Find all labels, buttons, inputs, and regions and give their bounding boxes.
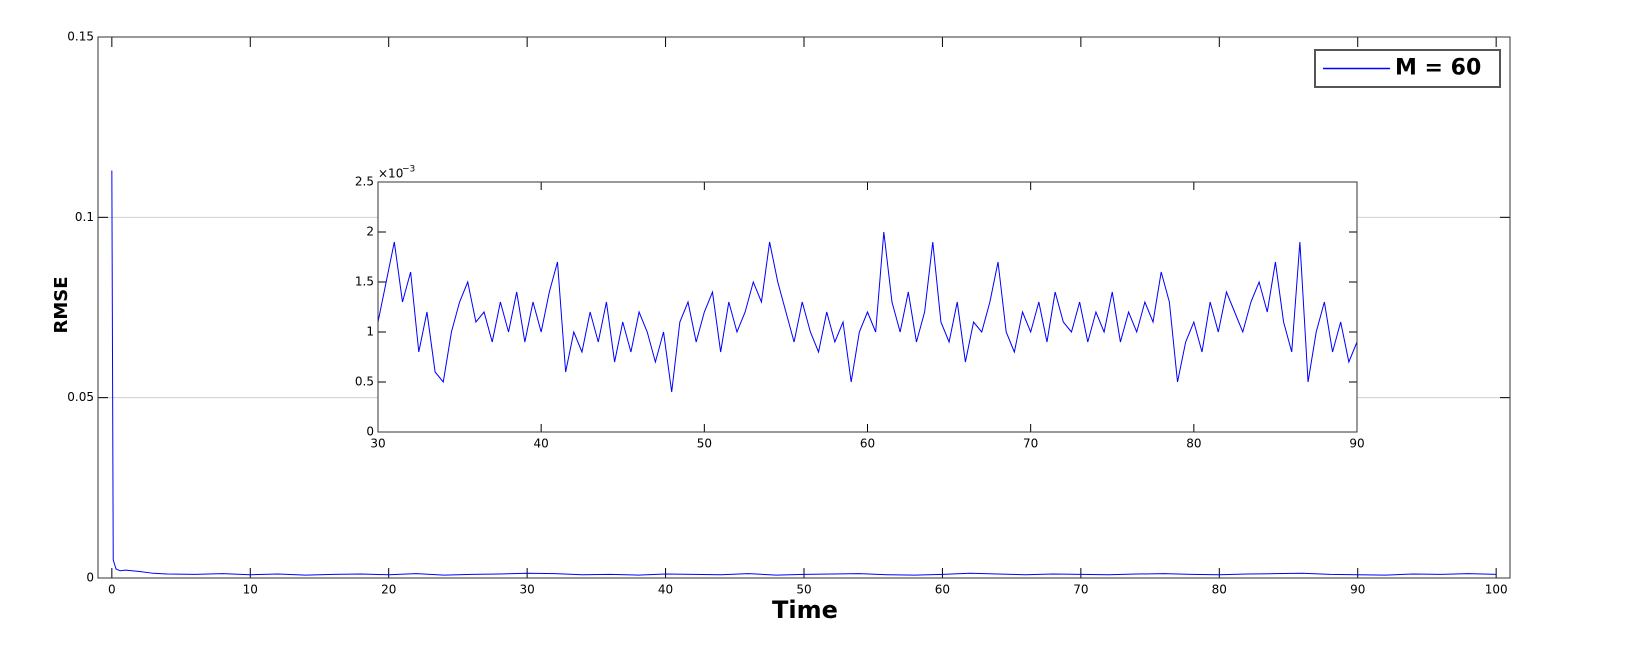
legend-label: M = 60 [1395,56,1481,81]
x-tick-label: 80 [1186,437,1201,451]
x-tick-label: 50 [796,583,811,597]
x-tick-label: 90 [1349,437,1364,451]
x-tick-label: 10 [243,583,258,597]
axes-frame [97,36,1511,579]
x-tick-label: 70 [1073,583,1088,597]
y-tick-label: 0 [86,571,94,585]
y-axis-label: RMSE [51,276,72,333]
data-line [377,231,1358,393]
y-tick-label: 0 [366,425,374,439]
x-tick-label: 30 [519,583,534,597]
axes-frame [377,181,1358,433]
y-tick-label: 0.05 [67,390,94,404]
x-tick-label: 50 [697,437,712,451]
y-exponent-power: −3 [402,165,415,175]
x-tick-label: 20 [381,583,396,597]
x-tick-label: 70 [1023,437,1038,451]
x-tick-label: 80 [1212,583,1227,597]
x-tick-label: 60 [935,583,950,597]
y-tick-label: 1.5 [355,275,374,289]
y-tick-label: 0.1 [75,210,94,224]
plot-area [378,182,1357,432]
y-tick-label: 0.15 [67,30,94,44]
x-tick-label: 40 [534,437,549,451]
x-axis-label: Time [772,596,838,624]
y-tick-label: 0.5 [355,375,374,389]
x-tick-label: 90 [1350,583,1365,597]
y-exponent-base: ×10 [378,167,403,181]
x-tick-label: 0 [108,583,116,597]
y-tick-label: 2.5 [355,175,374,189]
x-tick-label: 60 [860,437,875,451]
y-tick-label: 1 [366,325,374,339]
y-tick-label: 2 [366,225,374,239]
data-line [111,170,1497,576]
x-tick-label: 40 [658,583,673,597]
x-tick-label: 100 [1485,583,1508,597]
x-tick-label: 30 [370,437,385,451]
